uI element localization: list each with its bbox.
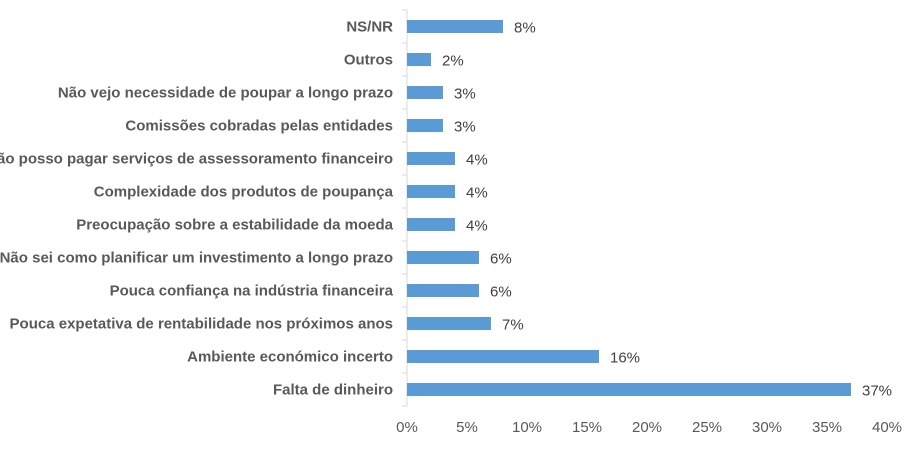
x-tick-label: 40% xyxy=(872,419,902,436)
bar xyxy=(407,119,443,132)
data-label: 8% xyxy=(514,20,536,37)
category-label: Falta de dinheiro xyxy=(273,382,393,399)
data-label: 3% xyxy=(454,86,476,103)
category-label: Não vejo necessidade de poupar a longo p… xyxy=(58,85,393,102)
data-label: 16% xyxy=(610,350,640,367)
category-label: Pouca confiança na indústria financeira xyxy=(110,283,394,300)
category-label: Não sei como planificar um investimento … xyxy=(0,250,393,267)
data-label: 2% xyxy=(442,53,464,70)
bar xyxy=(407,284,479,297)
bar-layer xyxy=(407,20,851,396)
data-label: 3% xyxy=(454,119,476,136)
axis-layer xyxy=(402,9,408,407)
x-tick-label: 20% xyxy=(632,419,662,436)
x-tick-label: 30% xyxy=(752,419,782,436)
category-label: Outros xyxy=(344,52,393,69)
category-label: Pouca expetativa de rentabilidade nos pr… xyxy=(10,316,393,333)
x-tick-label: 10% xyxy=(512,419,542,436)
category-label: Complexidade dos produtos de poupança xyxy=(94,184,394,201)
category-label: Não posso pagar serviços de assessoramen… xyxy=(0,151,393,168)
bar xyxy=(407,350,599,363)
value-label-layer: 8%2%3%3%4%4%4%6%6%7%16%37% xyxy=(442,20,892,400)
bar xyxy=(407,152,455,165)
category-label-layer: NS/NR Outros Não vejo necessidade de poupa… xyxy=(0,19,394,399)
category-label: Preocupação sobre a estabilidade da moed… xyxy=(76,217,393,234)
bar xyxy=(407,251,479,264)
data-label: 6% xyxy=(490,251,512,268)
x-tick-label: 5% xyxy=(456,419,478,436)
data-label: 6% xyxy=(490,284,512,301)
x-tick-label: 15% xyxy=(572,419,602,436)
bar xyxy=(407,185,455,198)
x-tick-label: 0% xyxy=(396,419,418,436)
bar xyxy=(407,53,431,66)
data-label: 4% xyxy=(466,218,488,235)
bar xyxy=(407,20,503,33)
category-label: Comissões cobradas pelas entidades xyxy=(125,118,393,135)
tick-label-layer: 0% 5% 10% 15% 20% 25% 30% 35% 40% xyxy=(396,419,902,436)
x-tick-label: 35% xyxy=(812,419,842,436)
data-label: 4% xyxy=(466,152,488,169)
bar xyxy=(407,218,455,231)
data-label: 7% xyxy=(502,317,524,334)
category-label: Ambiente económico incerto xyxy=(187,349,393,366)
bar xyxy=(407,317,491,330)
data-label: 4% xyxy=(466,185,488,202)
data-label: 37% xyxy=(862,383,892,400)
category-label: NS/NR xyxy=(346,19,393,36)
bar xyxy=(407,86,443,99)
bar xyxy=(407,383,851,396)
x-tick-label: 25% xyxy=(692,419,722,436)
